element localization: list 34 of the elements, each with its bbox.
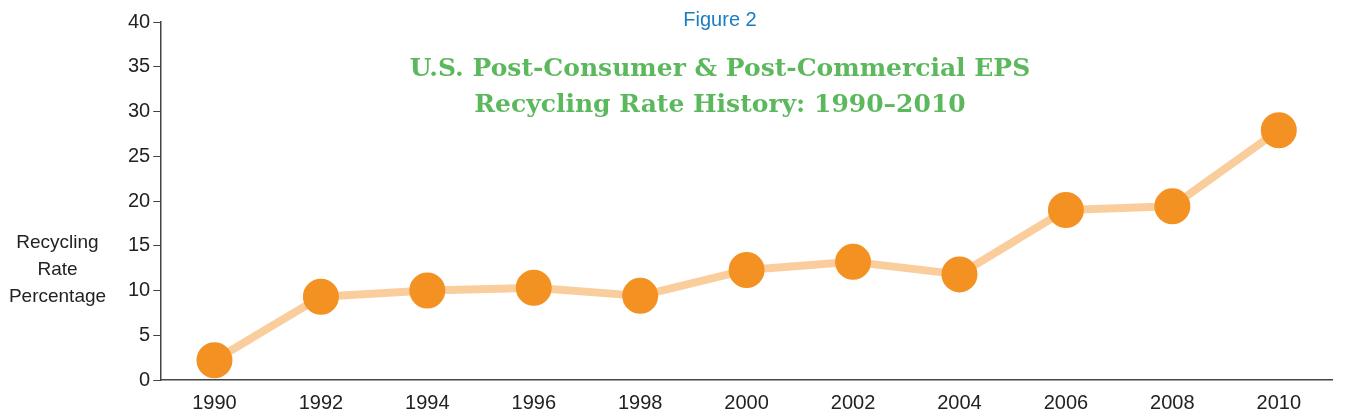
point: [1154, 188, 1191, 225]
annotation: Figure 2: [682, 8, 758, 31]
x-tick-label: 2000: [724, 390, 769, 413]
y-tick-label: 20: [128, 188, 151, 211]
y-tick-label: 25: [128, 143, 151, 166]
y-tick-label: 5: [139, 322, 151, 345]
point: [515, 269, 552, 306]
point: [196, 342, 233, 379]
x-tick-label: 1992: [298, 390, 344, 413]
point: [941, 256, 978, 293]
point: [835, 243, 872, 280]
x-tick-label: 1990: [192, 390, 237, 413]
x-tick-label: 2006: [1043, 390, 1089, 413]
y-tick-label: 30: [128, 99, 151, 122]
y-tick-label: 10: [128, 278, 151, 301]
point: [728, 251, 765, 288]
x-tick-label: 1994: [405, 390, 450, 413]
y-tick-label: 0: [139, 367, 151, 390]
x-tick-label: 2004: [937, 390, 982, 413]
text: U.S. Post-Consumer & Post-Commercial EPS Recycling Rate History: 1990–2010: [408, 52, 1032, 120]
point: [1260, 112, 1297, 149]
point: [622, 277, 659, 314]
x-tick-label: 2008: [1150, 390, 1195, 413]
x-tick-label: 1998: [617, 390, 663, 413]
x-tick-label: 1996: [511, 390, 557, 413]
y-axis-title: Recycling Rate Percentage: [7, 230, 108, 308]
point: [302, 278, 339, 315]
point: [409, 272, 446, 309]
point: [1047, 191, 1084, 228]
y-tick-label: 40: [128, 9, 151, 32]
x-tick-label: 2002: [830, 390, 876, 413]
y-tick-label: 35: [128, 54, 151, 77]
y-tick-label: 15: [128, 233, 151, 256]
x-tick-label: 2010: [1256, 390, 1302, 413]
